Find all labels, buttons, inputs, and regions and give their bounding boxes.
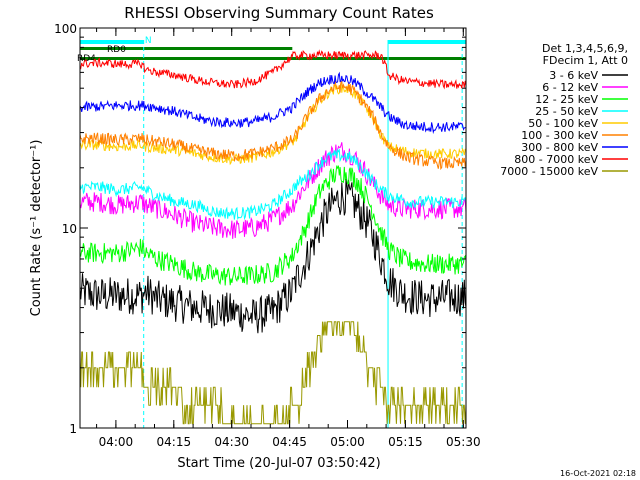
- timestamp-footer: 16-Oct-2021 02:18: [560, 469, 636, 478]
- flag-bar-rd4: [80, 57, 466, 60]
- series-line-9: [79, 321, 467, 425]
- axes: 1 10 100 04:00 04:15 04:30 04:45 05:00 05:15 05:3…: [54, 22, 481, 449]
- x-axis-title: Start Time (20-Jul-07 03:50:42): [177, 456, 380, 471]
- legend-label: 800 - 7000 keV: [514, 153, 598, 166]
- y-axis-title: Count Rate (s⁻¹ detector⁻¹): [29, 140, 44, 317]
- y-tick-label: 1: [69, 422, 77, 436]
- series-line-4: [79, 148, 467, 221]
- series-line-6: [79, 80, 467, 171]
- legend-label: 25 - 50 keV: [535, 105, 598, 118]
- legend-label: 50 - 100 keV: [528, 117, 598, 130]
- flag-bar-n: [80, 40, 144, 44]
- x-tick-label: 04:45: [272, 435, 307, 449]
- series-line-2: [79, 142, 467, 239]
- legend-label: 100 - 300 keV: [521, 129, 598, 142]
- flag-label-rd0: RD0: [107, 45, 126, 55]
- legend-label: 6 - 12 keV: [542, 81, 598, 94]
- series-line-7: [79, 71, 467, 135]
- x-tick-label: 05:30: [446, 435, 481, 449]
- x-tick-label: 04:00: [99, 435, 134, 449]
- y-tick-label: 10: [62, 222, 77, 236]
- chart-title: RHESSI Observing Summary Count Rates: [124, 4, 434, 22]
- plot-area: [79, 40, 467, 428]
- flag-bar-rd0: [80, 47, 293, 50]
- legend-label: 7000 - 15000 keV: [500, 165, 598, 178]
- x-tick-label: 04:15: [157, 435, 192, 449]
- series-line-1: [79, 178, 467, 334]
- legend-header: FDecim 1, Att 0: [543, 54, 628, 67]
- flag-label-rd4: RD4: [77, 54, 96, 64]
- flag-bars: N RD0 RD4: [77, 36, 466, 64]
- series-line-3: [79, 164, 467, 286]
- x-tick-label: 04:30: [214, 435, 249, 449]
- series-line-8: [79, 49, 467, 90]
- x-tick-label: 05:15: [388, 435, 423, 449]
- flag-label-n: N: [145, 36, 152, 46]
- legend-label: 12 - 25 keV: [535, 93, 598, 106]
- legend-label: 3 - 6 keV: [549, 69, 598, 82]
- legend: Det 1,3,4,5,6,9,FDecim 1, Att 0 3 - 6 keV…: [500, 42, 628, 178]
- legend-header: Det 1,3,4,5,6,9,: [542, 42, 628, 55]
- y-tick-label: 100: [54, 22, 77, 36]
- flag-bar-n: [388, 40, 466, 44]
- x-tick-label: 05:00: [330, 435, 365, 449]
- legend-label: 300 - 800 keV: [521, 141, 598, 154]
